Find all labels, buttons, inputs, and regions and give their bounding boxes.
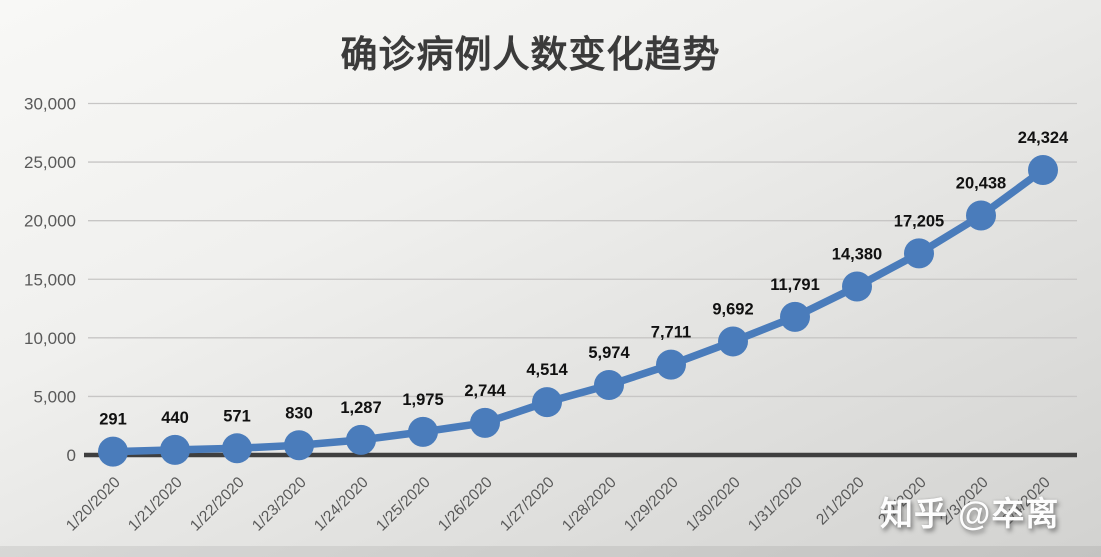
x-tick-label: 2/2/2020 [875, 474, 930, 529]
x-tick-label: 2/3/2020 [937, 474, 992, 529]
x-tick-label: 1/28/2020 [559, 474, 620, 535]
data-point [160, 434, 190, 465]
data-point [594, 370, 624, 401]
x-tick-label: 1/22/2020 [187, 474, 248, 535]
data-label: 1,287 [340, 399, 381, 417]
x-tick-label: 1/20/2020 [63, 474, 124, 535]
x-tick-label: 1/31/2020 [745, 474, 806, 535]
y-tick-label: 0 [67, 446, 76, 465]
x-tick-label: 1/25/2020 [373, 474, 434, 535]
x-tick-label: 1/27/2020 [497, 474, 558, 535]
data-label: 7,711 [651, 324, 691, 342]
data-label: 830 [285, 404, 313, 422]
x-tick-label: 2/4/2020 [999, 474, 1054, 529]
x-tick-label: 1/21/2020 [125, 474, 186, 535]
data-label: 24,324 [1018, 129, 1069, 147]
chart-title: 确诊病例人数变化趋势 [340, 34, 721, 75]
x-tick-label: 1/23/2020 [249, 474, 310, 535]
x-tick-label: 1/26/2020 [435, 474, 496, 535]
y-tick-label: 30,000 [24, 95, 76, 114]
data-point [656, 349, 686, 380]
data-label: 571 [223, 407, 251, 425]
data-label: 20,438 [956, 175, 1006, 193]
data-point [532, 387, 562, 418]
data-label: 2,744 [464, 382, 506, 400]
data-point [408, 416, 438, 447]
y-tick-label: 15,000 [24, 270, 76, 289]
data-point [842, 271, 872, 302]
data-label: 11,791 [770, 276, 820, 294]
x-tick-label: 1/29/2020 [621, 474, 682, 535]
data-point [718, 326, 748, 357]
data-label: 9,692 [712, 300, 753, 318]
data-point [1028, 155, 1058, 186]
data-point [284, 430, 314, 461]
y-tick-label: 10,000 [24, 329, 76, 348]
x-tick-label: 1/30/2020 [683, 474, 744, 535]
data-label: 17,205 [894, 212, 944, 230]
data-point [222, 433, 252, 464]
y-tick-label: 5,000 [33, 387, 76, 406]
y-tick-label: 25,000 [24, 153, 76, 172]
y-tick-label: 20,000 [24, 212, 76, 231]
data-label: 14,380 [832, 246, 882, 264]
data-label: 4,514 [526, 361, 568, 379]
data-point [966, 200, 996, 231]
data-label: 291 [99, 411, 127, 429]
data-label: 5,974 [588, 344, 630, 362]
data-point [904, 238, 934, 269]
x-tick-label: 2/1/2020 [813, 474, 868, 529]
data-point [780, 301, 810, 332]
data-label: 1,975 [402, 391, 443, 409]
data-label: 440 [161, 409, 189, 427]
data-point [470, 407, 500, 438]
x-tick-label: 1/24/2020 [311, 474, 372, 535]
data-point [98, 436, 128, 467]
data-point [346, 424, 376, 455]
series-line [109, 166, 1047, 456]
